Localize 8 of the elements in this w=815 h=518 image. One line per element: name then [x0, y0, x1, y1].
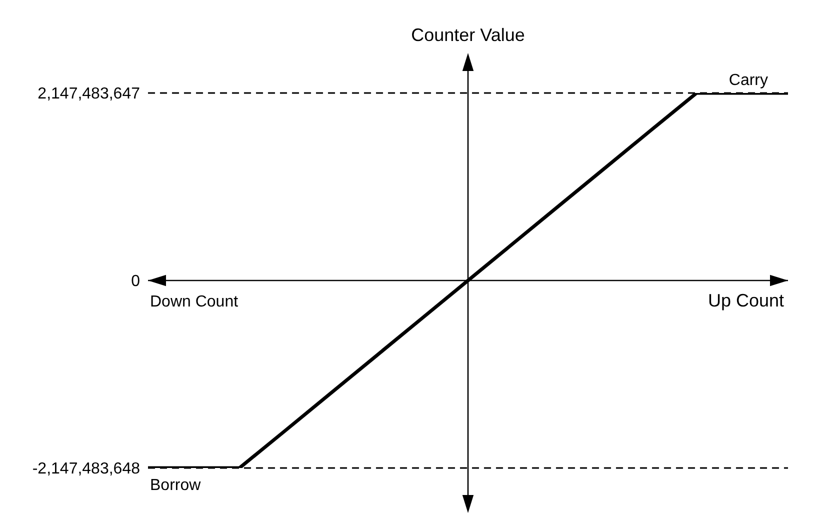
annotation: Down Count [150, 294, 239, 310]
x-axis-title: Up Count [708, 290, 784, 310]
text: Borrow [150, 477, 202, 494]
y-tick-label: -2,147,483,648 [32, 460, 140, 478]
text: Carry [728, 72, 768, 89]
y-tick-label: 0 [131, 273, 140, 290]
y-axis-title: Counter Value [411, 25, 525, 45]
y-tick-label: 2,147,483,647 [38, 86, 140, 103]
